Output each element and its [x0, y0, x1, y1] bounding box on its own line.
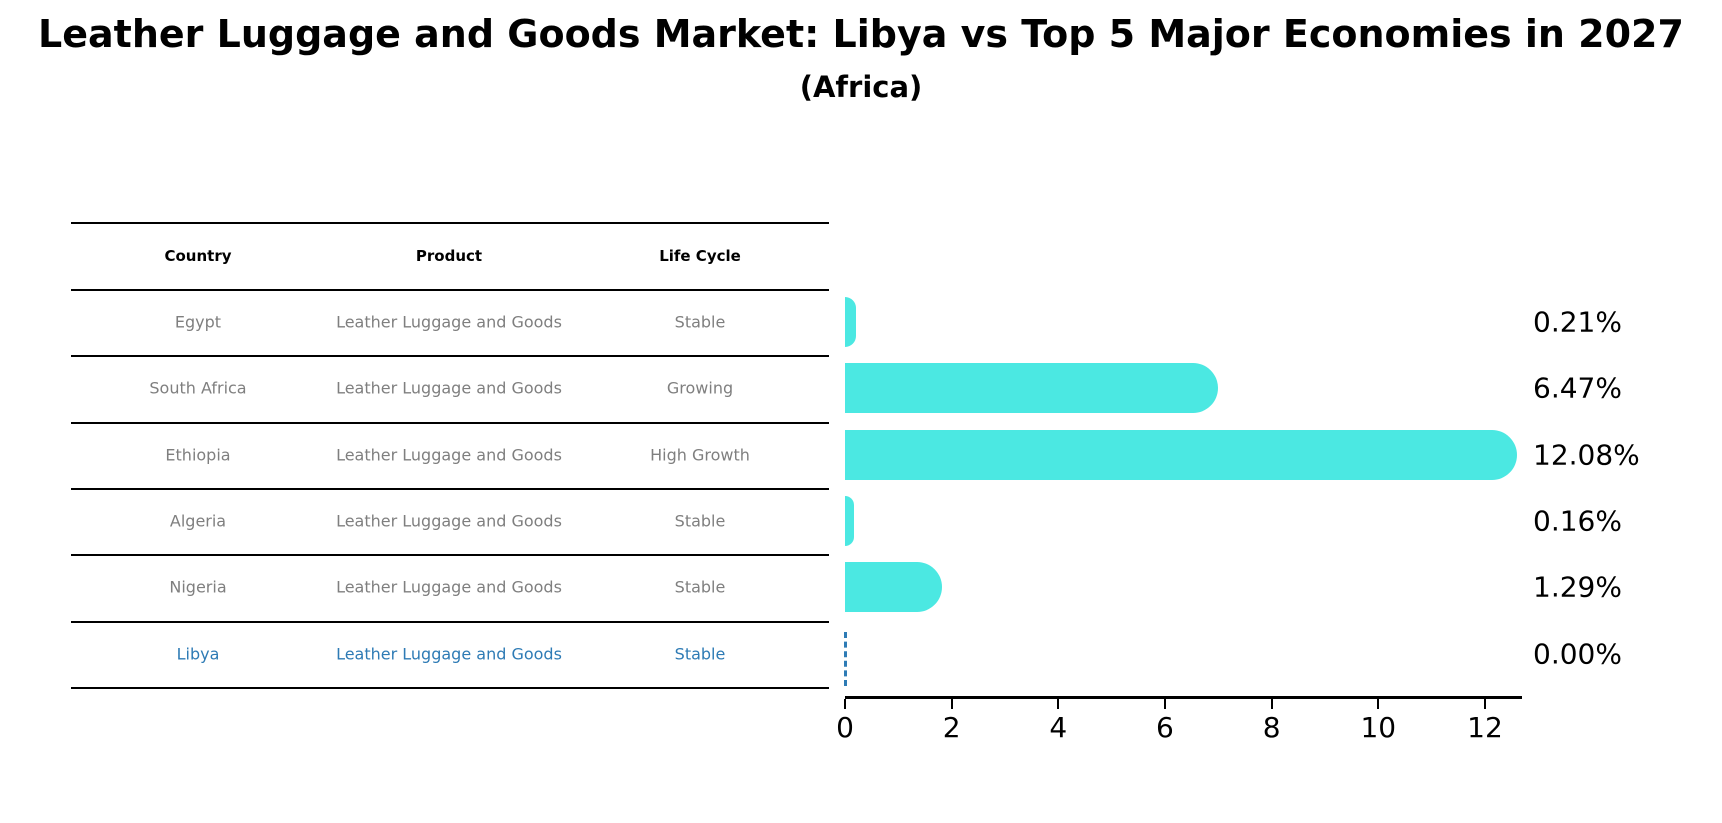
- table-row-cell: Leather Luggage and Goods: [336, 445, 562, 465]
- chart-subtitle: (Africa): [799, 70, 923, 104]
- bar-value-label: 0.21%: [1533, 305, 1622, 339]
- x-axis-tick-label: 0: [836, 711, 854, 744]
- bar-value-label: 1.29%: [1533, 570, 1622, 604]
- table-rule: [71, 422, 829, 424]
- x-axis-tick: [950, 699, 953, 709]
- bar-south-africa: [845, 363, 1219, 414]
- table-row-cell: Ethiopia: [165, 445, 231, 465]
- table-row-cell: Libya: [176, 644, 220, 664]
- table-row-cell: Growing: [666, 378, 734, 398]
- table-row-cell: South Africa: [149, 378, 247, 398]
- table-header-life-cycle: Life Cycle: [659, 246, 741, 265]
- x-axis-tick-label: 6: [1156, 711, 1174, 744]
- table-header-product: Product: [415, 246, 483, 265]
- table-rule: [71, 687, 829, 689]
- table-rule: [71, 488, 829, 490]
- table-row-cell: Stable: [674, 577, 726, 597]
- table-rule: [71, 222, 829, 224]
- table-rule: [71, 289, 829, 291]
- bar-value-label: 0.00%: [1533, 637, 1622, 671]
- table-row-cell: Leather Luggage and Goods: [336, 577, 562, 597]
- bar-algeria: [845, 496, 854, 547]
- x-axis-tick: [844, 699, 846, 709]
- table-row-cell: Leather Luggage and Goods: [336, 644, 562, 664]
- table-row-cell: Egypt: [174, 312, 222, 332]
- x-axis-tick-label: 10: [1360, 711, 1397, 744]
- x-axis-tick-label: 12: [1467, 711, 1503, 744]
- table-row-cell: Stable: [674, 644, 726, 664]
- bar-ethiopia: [845, 429, 1518, 480]
- table-rule: [71, 554, 829, 556]
- bar-value-label: 6.47%: [1533, 371, 1622, 405]
- table-row-cell: Leather Luggage and Goods: [336, 378, 562, 398]
- chart-title: Leather Luggage and Goods Market: Libya …: [38, 12, 1684, 56]
- table-row-cell: Leather Luggage and Goods: [336, 511, 562, 531]
- table-rule: [71, 621, 829, 623]
- x-axis-tick: [1377, 699, 1380, 709]
- table-row-cell: Stable: [674, 511, 726, 531]
- table-row-cell: Algeria: [169, 511, 227, 531]
- table-row-cell: Nigeria: [169, 577, 227, 597]
- x-axis-tick: [1163, 699, 1166, 709]
- x-axis-tick: [1270, 699, 1273, 709]
- x-axis-tick-label: 8: [1262, 711, 1281, 744]
- x-axis-line: [845, 696, 1522, 699]
- bar-nigeria: [845, 562, 942, 613]
- bar-egypt: [845, 297, 857, 348]
- x-axis-tick: [1483, 699, 1486, 709]
- table-header-country: Country: [164, 246, 232, 265]
- x-axis-tick-label: 2: [942, 711, 961, 744]
- bar-value-label: 12.08%: [1533, 438, 1640, 472]
- bar-value-label: 0.16%: [1533, 504, 1622, 538]
- table-row-cell: High Growth: [650, 445, 750, 465]
- table-row-cell: Stable: [674, 312, 726, 332]
- zero-value-dashed-line: [844, 631, 847, 686]
- x-axis-tick-label: 4: [1049, 711, 1068, 744]
- x-axis-tick: [1057, 699, 1060, 709]
- table-rule: [71, 355, 829, 357]
- table-row-cell: Leather Luggage and Goods: [336, 312, 562, 332]
